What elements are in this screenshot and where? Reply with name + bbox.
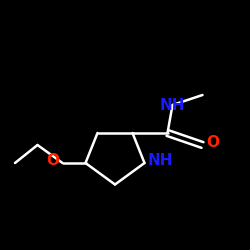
Text: NH: NH <box>160 98 185 112</box>
Text: O: O <box>46 153 59 168</box>
Text: O: O <box>206 135 219 150</box>
Text: NH: NH <box>148 153 174 168</box>
